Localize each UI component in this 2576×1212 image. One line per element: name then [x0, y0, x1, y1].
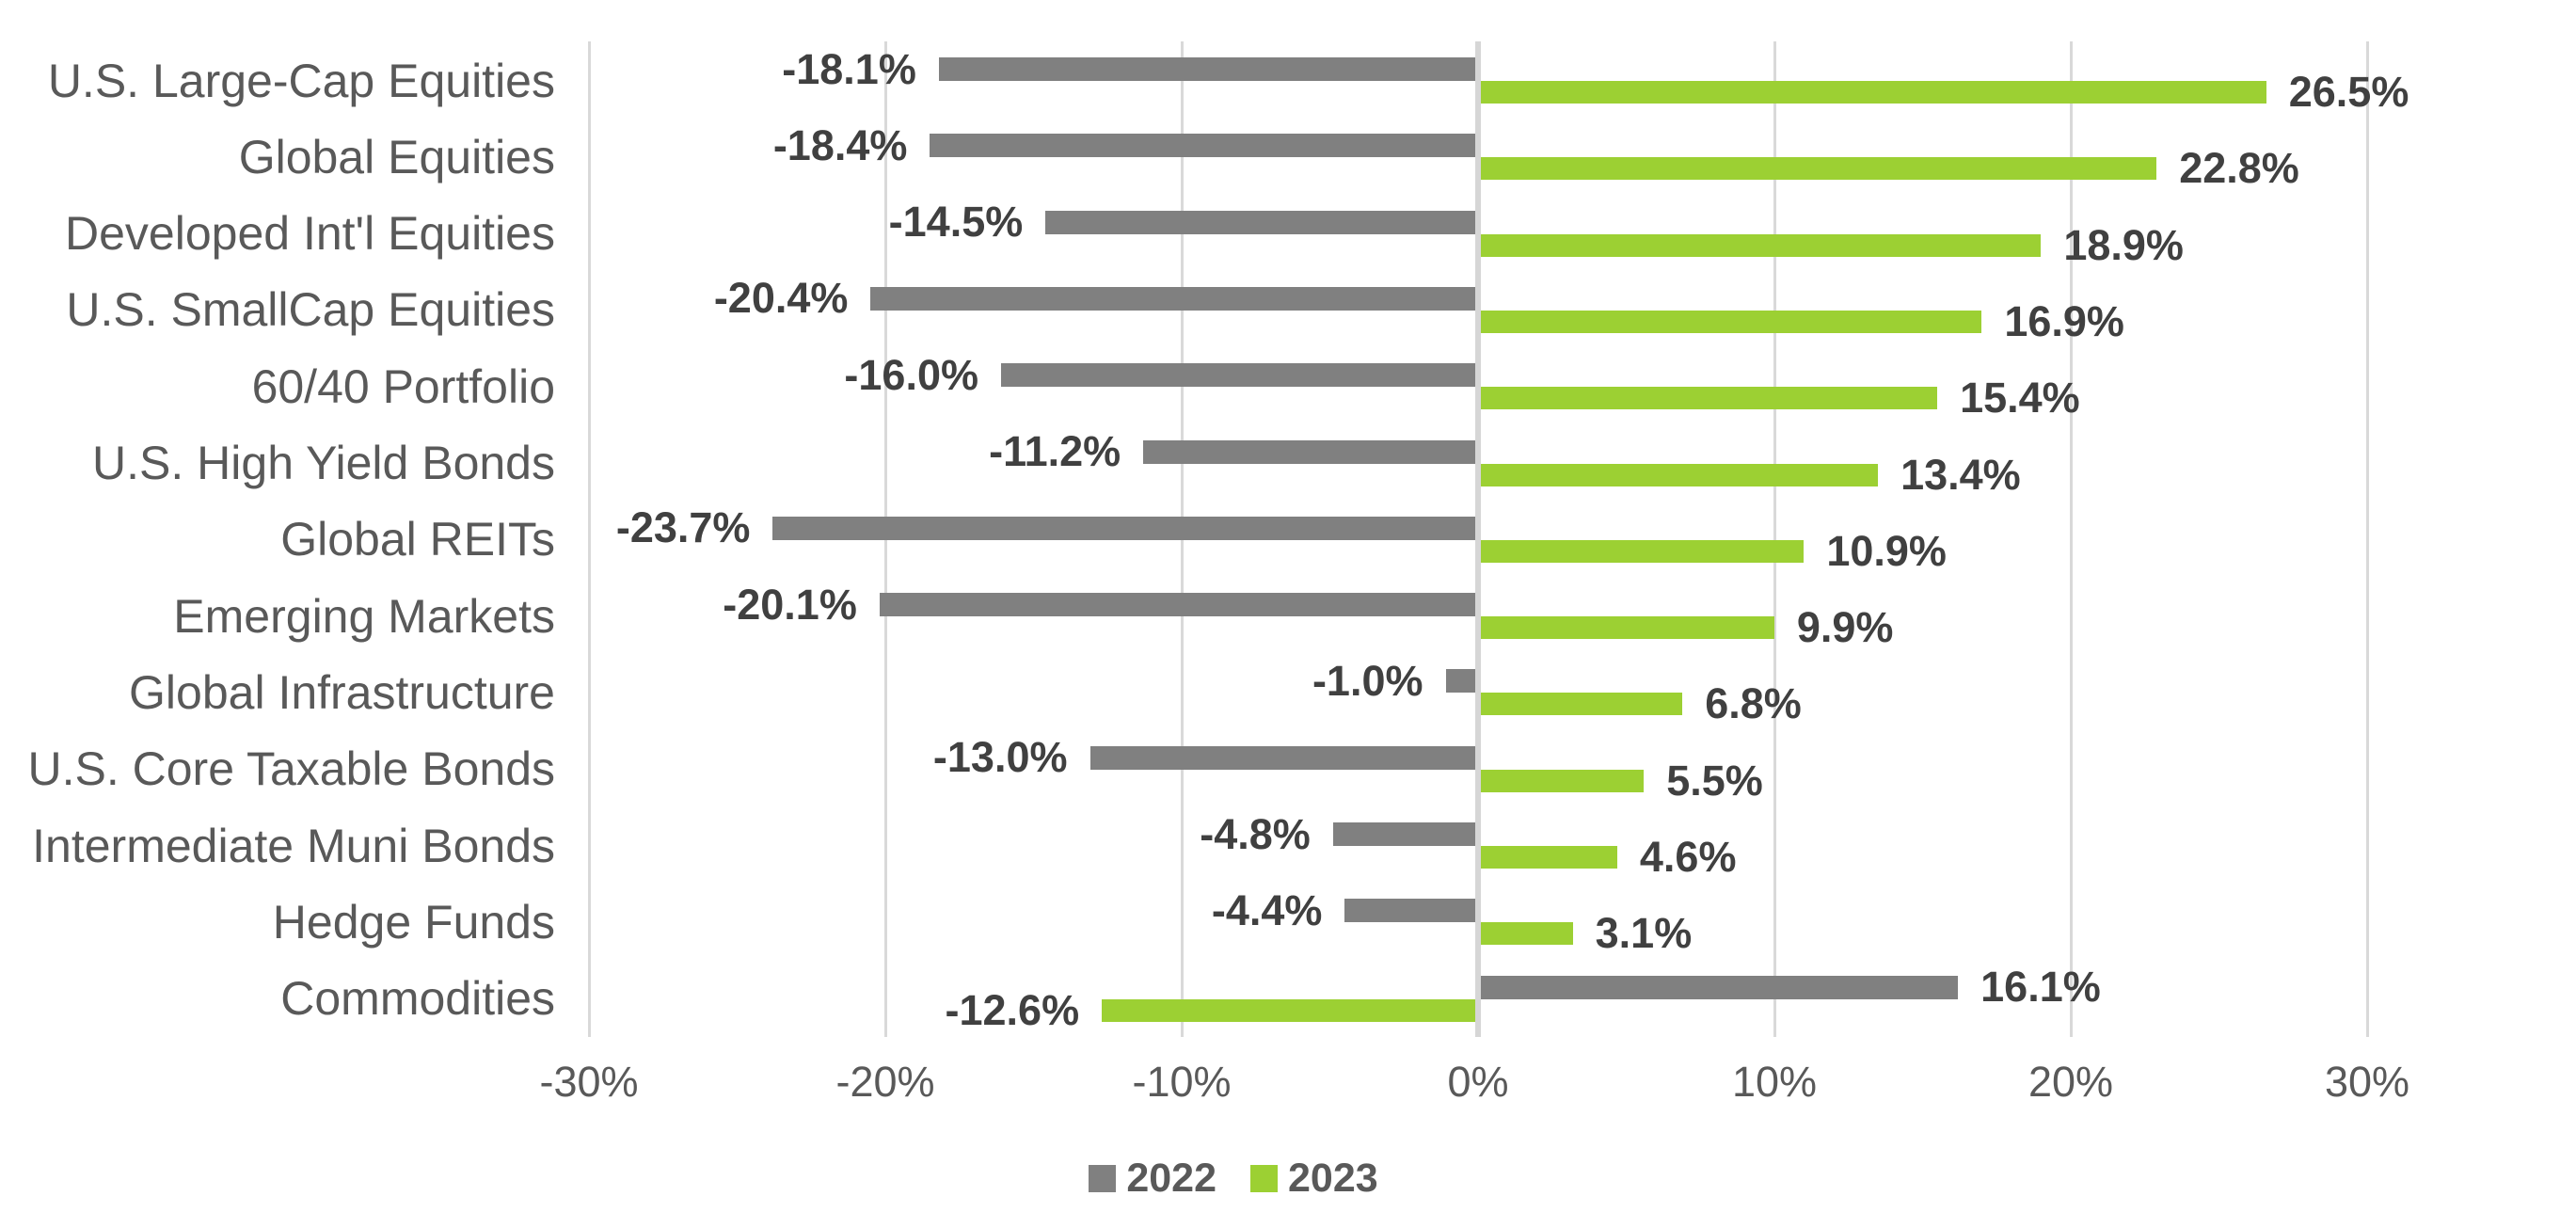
gridline	[587, 41, 591, 1037]
category-label: 60/40 Portfolio	[251, 359, 555, 413]
x-tick-label: 20%	[2027, 1058, 2114, 1106]
bar-2023	[1481, 463, 1879, 486]
legend-label-2022: 2022	[1126, 1156, 1216, 1201]
value-label-2022: -4.4%	[1211, 885, 1323, 934]
value-label-2023: 26.5%	[2288, 68, 2409, 116]
legend-swatch-2023	[1250, 1164, 1278, 1192]
x-tick-label: -30%	[539, 1058, 639, 1106]
value-label-2023: -12.6%	[945, 985, 1080, 1034]
bar-2023	[1481, 81, 2266, 104]
value-label-2022: 16.1%	[1980, 963, 2101, 1012]
gridline	[2365, 41, 2369, 1037]
category-label: U.S. Large-Cap Equities	[47, 54, 555, 107]
bar-2022	[1445, 669, 1475, 694]
value-label-2022: -1.0%	[1312, 656, 1423, 705]
category-label: Global REITs	[280, 513, 555, 566]
category-label: Intermediate Muni Bonds	[32, 819, 555, 872]
bar-2022	[1143, 439, 1475, 464]
zero-axis-line	[1475, 41, 1481, 1037]
bar-2023	[1481, 769, 1645, 792]
x-tick-label: 10%	[1731, 1058, 1818, 1106]
x-tick-label: -20%	[835, 1058, 935, 1106]
legend-label-2023: 2023	[1288, 1156, 1378, 1201]
gridline	[2069, 41, 2073, 1037]
bar-2022	[1344, 899, 1475, 923]
value-label-2022: -14.5%	[888, 198, 1024, 247]
category-label: Developed Int'l Equities	[65, 207, 555, 261]
value-label-2023: 13.4%	[1900, 450, 2021, 499]
bar-2023	[1102, 998, 1475, 1022]
value-label-2022: -18.1%	[782, 44, 916, 93]
bar-2022	[870, 286, 1475, 311]
value-label-2022: -4.8%	[1200, 809, 1311, 858]
bar-2023	[1481, 387, 1938, 410]
value-label-2022: -16.0%	[844, 350, 978, 399]
category-label: Global Equities	[238, 130, 555, 183]
category-label: U.S. Core Taxable Bonds	[27, 742, 556, 796]
value-label-2023: 22.8%	[2179, 144, 2299, 193]
value-label-2023: 9.9%	[1796, 603, 1894, 652]
legend-entry-2022: 2022	[1089, 1156, 1216, 1201]
bar-2023	[1481, 846, 1617, 869]
value-label-2023: 15.4%	[1960, 374, 2080, 423]
gridline	[1773, 41, 1776, 1037]
category-label: Commodities	[280, 972, 555, 1026]
bar-2022	[938, 57, 1475, 81]
bar-2023	[1481, 233, 2042, 257]
category-label: Hedge Funds	[272, 895, 555, 949]
bar-2023	[1481, 693, 1683, 716]
bar-2023	[1481, 157, 2157, 181]
x-tick-label: 30%	[2324, 1058, 2410, 1106]
bar-2023	[1481, 922, 1573, 946]
legend: 2022 2023	[0, 1152, 2467, 1204]
bar-2023	[1481, 310, 1982, 333]
value-label-2022: -11.2%	[989, 427, 1121, 475]
category-label: Global Infrastructure	[129, 665, 555, 719]
bar-2022	[1481, 975, 1959, 999]
legend-entry-2023: 2023	[1250, 1156, 1378, 1201]
value-label-2023: 3.1%	[1595, 909, 1693, 958]
category-label: U.S. SmallCap Equities	[66, 283, 555, 337]
bar-2022	[930, 134, 1475, 158]
bar-2022	[772, 516, 1475, 540]
value-label-2023: 6.8%	[1705, 679, 1802, 728]
value-label-2023: 5.5%	[1666, 756, 1763, 805]
value-label-2023: 10.9%	[1826, 526, 1947, 575]
bar-2023	[1481, 539, 1805, 563]
value-label-2022: -18.4%	[772, 120, 908, 169]
x-tick-label: -10%	[1132, 1058, 1232, 1106]
bar-2022	[1001, 363, 1475, 388]
bar-2023	[1481, 616, 1774, 640]
value-label-2023: 4.6%	[1639, 833, 1737, 881]
value-label-2023: 16.9%	[2004, 296, 2124, 345]
value-label-2022: -13.0%	[932, 733, 1068, 782]
value-label-2022: -23.7%	[615, 503, 751, 552]
value-label-2022: -20.4%	[713, 274, 849, 323]
category-label: Emerging Markets	[173, 589, 555, 643]
category-label: U.S. High Yield Bonds	[92, 437, 555, 489]
x-tick-label: 0%	[1447, 1058, 1509, 1106]
bar-2022	[1089, 745, 1475, 770]
value-label-2023: 18.9%	[2063, 220, 2184, 269]
bar-2022	[1332, 822, 1475, 846]
bar-2022	[1045, 210, 1475, 234]
legend-swatch-2022	[1089, 1164, 1117, 1192]
bar-2022	[879, 593, 1475, 617]
value-label-2022: -20.1%	[723, 580, 857, 629]
